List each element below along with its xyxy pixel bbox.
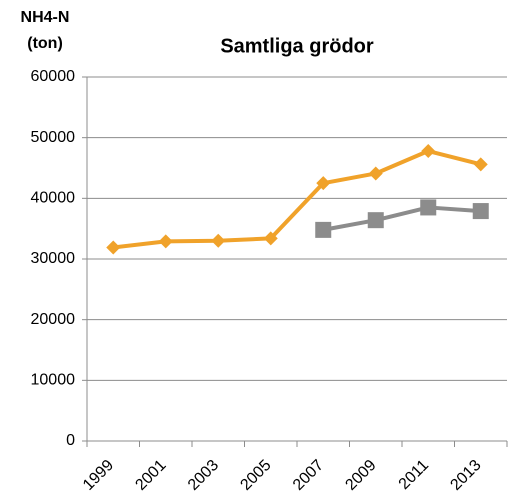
- point-marker: [263, 231, 278, 246]
- chart-title: Samtliga grödor: [220, 35, 374, 57]
- y-tick-label: 60000: [31, 68, 76, 85]
- x-tick-label: 2013: [447, 457, 484, 494]
- y-tick-label: 50000: [31, 129, 76, 146]
- point-marker: [420, 199, 437, 216]
- point-marker: [211, 233, 226, 248]
- y-tick-label: 0: [66, 432, 75, 449]
- point-marker: [473, 157, 488, 172]
- x-tick-label: 1999: [80, 457, 117, 494]
- series-line: [322, 205, 481, 232]
- point-marker: [158, 234, 173, 249]
- point-marker: [421, 144, 436, 159]
- y-axis-label: (ton): [27, 35, 63, 52]
- x-tick-label: 2007: [290, 457, 327, 494]
- point-marker: [367, 212, 384, 229]
- y-tick-label: 10000: [31, 372, 76, 389]
- point-marker: [368, 166, 383, 181]
- y-tick-label: 20000: [31, 311, 76, 328]
- x-tick-label: 2011: [396, 457, 432, 493]
- point-marker: [106, 240, 121, 255]
- x-tick-label: 2003: [185, 457, 222, 494]
- series-line: [113, 149, 482, 250]
- x-tick-label: 2005: [237, 457, 274, 494]
- point-marker: [315, 221, 332, 238]
- point-marker: [472, 203, 489, 220]
- x-tick-label: 2001: [132, 457, 169, 494]
- y-tick-label: 30000: [31, 250, 76, 267]
- x-tick-label: 2009: [342, 457, 379, 494]
- point-marker: [316, 176, 331, 191]
- y-tick-label: 40000: [31, 190, 76, 207]
- y-axis-label: NH4-N: [21, 9, 70, 26]
